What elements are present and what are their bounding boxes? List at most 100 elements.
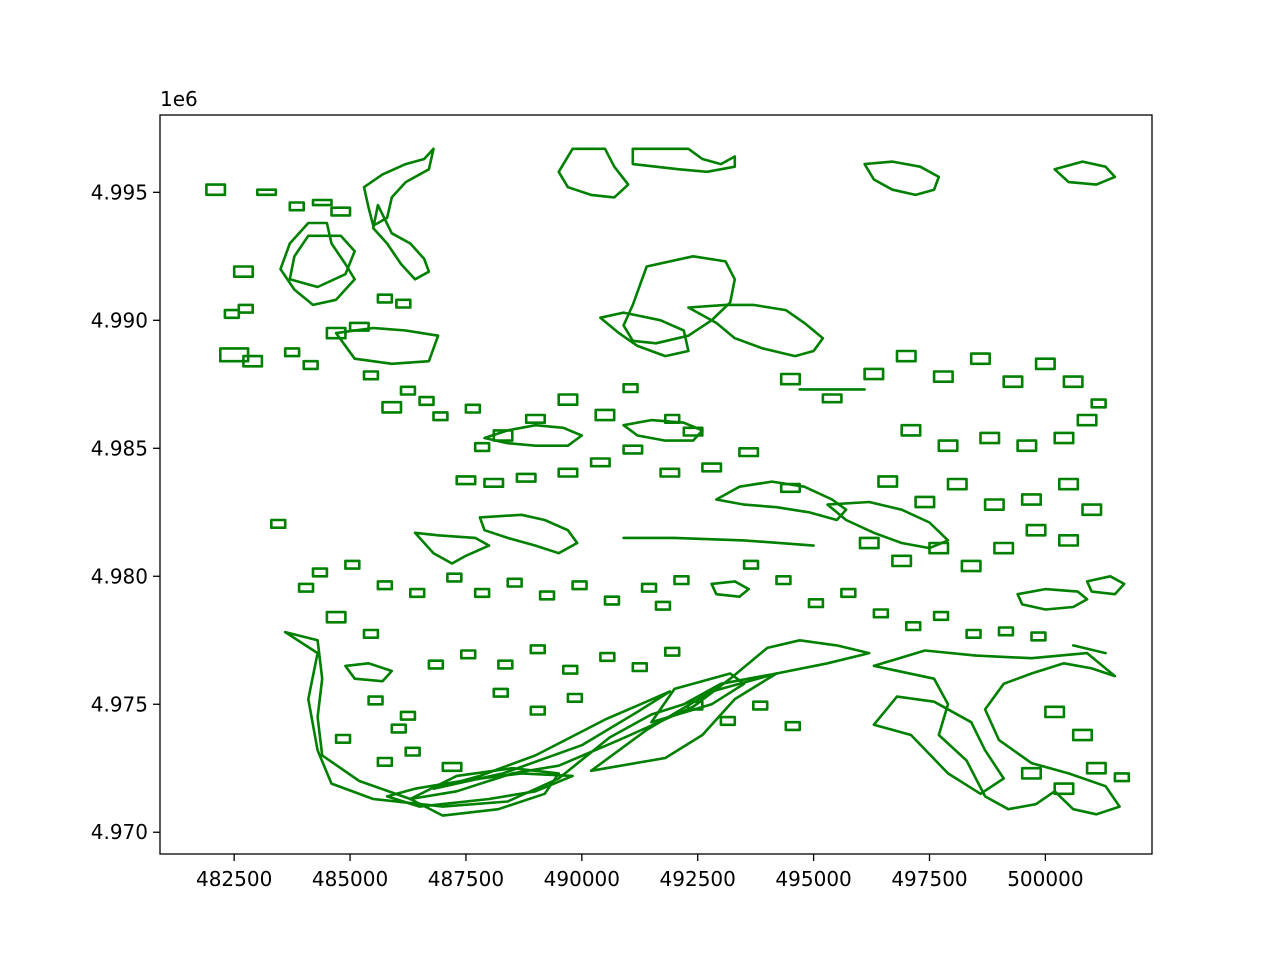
- parcel-polygon-0: [283, 630, 871, 808]
- parcel-rect-22: [492, 429, 514, 442]
- parcel-rect-71: [376, 580, 394, 591]
- parcel-rect-44: [932, 370, 954, 383]
- parcel-rect-12: [325, 326, 347, 340]
- parcel-rect-109: [1044, 705, 1066, 719]
- parcel-rect-121: [376, 756, 394, 767]
- parcel-rect-84: [807, 597, 825, 609]
- parcel-rect-58: [946, 477, 968, 491]
- x-tick-label: 482500: [196, 867, 272, 891]
- parcel-polygon-20: [714, 480, 848, 522]
- parcel-rect-92: [427, 659, 445, 670]
- x-tick-label: 495000: [775, 867, 851, 891]
- parcel-polygon-29: [344, 661, 394, 683]
- parcel-rect-28: [663, 413, 681, 424]
- parcel-rect-93: [459, 649, 477, 660]
- parcel-rect-123: [334, 733, 352, 744]
- parcel-rect-39: [779, 482, 802, 494]
- parcel-rect-94: [497, 659, 514, 670]
- parcel-rect-52: [979, 431, 1001, 445]
- parcel-rect-54: [1053, 431, 1075, 445]
- y-tick-label: 4.975: [91, 692, 148, 716]
- parcel-rect-46: [1002, 375, 1024, 389]
- parcel-rect-60: [1020, 493, 1043, 506]
- parcel-polygon-16: [599, 311, 690, 358]
- parcel-rect-3: [311, 198, 333, 207]
- parcel-rect-64: [1025, 523, 1047, 537]
- parcel-rect-9: [242, 354, 264, 368]
- parcel-rect-15: [395, 298, 412, 309]
- parcel-rect-97: [599, 651, 616, 663]
- parcel-rect-117: [311, 567, 329, 578]
- parcel-rect-25: [557, 393, 579, 406]
- parcel-rect-29: [682, 426, 704, 437]
- parcel-rect-4: [330, 206, 352, 217]
- parcel-rect-45: [969, 352, 992, 366]
- parcel-rect-76: [538, 590, 556, 601]
- parcel-rect-118: [297, 582, 315, 593]
- parcel-rect-100: [367, 695, 384, 706]
- parcel-rect-104: [566, 692, 584, 703]
- parcel-rect-99: [663, 646, 681, 657]
- parcel-rect-122: [441, 761, 463, 773]
- parcel-polygon-2: [408, 766, 561, 817]
- parcel-rect-91: [1030, 631, 1047, 642]
- parcel-rect-116: [325, 610, 347, 624]
- parcel-rect-38: [738, 446, 760, 458]
- x-tick-label: 490000: [544, 867, 620, 891]
- parcel-rect-112: [1053, 782, 1075, 796]
- parcel-rect-67: [928, 541, 950, 555]
- parcel-rect-14: [376, 293, 394, 304]
- parcel-rect-78: [603, 595, 621, 606]
- parcel-polygon-11: [334, 326, 440, 366]
- plot-area: [205, 147, 1131, 817]
- parcel-rect-63: [993, 541, 1015, 555]
- y-axis: 4.970 4.975 4.980 4.985 4.990 4.995: [91, 180, 160, 844]
- parcel-rect-77: [571, 580, 588, 591]
- parcel-rect-50: [900, 423, 922, 437]
- parcel-rect-56: [877, 475, 899, 488]
- x-tick-label: 492500: [660, 867, 736, 891]
- parcel-rect-119: [362, 628, 380, 639]
- parcel-polygon-3: [432, 690, 672, 791]
- parcel-rect-106: [719, 715, 737, 727]
- parcel-rect-103: [529, 705, 546, 716]
- y-tick-label: 4.970: [91, 820, 148, 844]
- parcel-rect-85: [840, 587, 857, 599]
- parcel-polygon-10: [371, 203, 431, 281]
- parcel-polygon-12: [557, 147, 630, 199]
- axes-frame: [159, 114, 1153, 855]
- parcel-rect-102: [492, 687, 509, 698]
- x-tick-label: 500000: [1007, 867, 1083, 891]
- parcel-rect-86: [872, 608, 890, 619]
- parcel-rect-73: [446, 572, 463, 583]
- parcel-rect-65: [858, 536, 880, 550]
- parcel-rect-17: [399, 385, 417, 396]
- parcel-rect-124: [390, 723, 407, 734]
- parcel-polygon-15: [687, 303, 825, 358]
- parcel-polygon-7: [872, 695, 1006, 796]
- parcel-polygon-19: [478, 513, 579, 555]
- parcel-rect-2: [288, 201, 305, 212]
- parcel-rect-21: [464, 403, 482, 414]
- parcel-rect-30: [455, 475, 477, 486]
- parcel-rect-61: [1058, 477, 1080, 491]
- parcel-rect-18: [418, 395, 435, 407]
- parcel-rect-82: [742, 559, 760, 570]
- parcel-rect-89: [965, 628, 982, 639]
- parcel-rect-51: [937, 439, 959, 453]
- parcel-line-0: [622, 536, 815, 547]
- parcel-polygon-17: [288, 234, 357, 289]
- parcel-rect-72: [408, 587, 426, 599]
- parcel-rect-62: [1081, 503, 1103, 517]
- parcel-polygon-18: [413, 531, 491, 565]
- parcel-polygon-1: [385, 772, 574, 808]
- parcel-rect-57: [914, 495, 936, 509]
- parcel-rect-11: [302, 359, 319, 371]
- parcel-rect-27: [622, 382, 639, 394]
- parcel-rect-32: [515, 472, 537, 483]
- parcel-rect-10: [283, 347, 301, 358]
- parcel-polygon-23: [1085, 574, 1126, 596]
- parcel-rect-98: [631, 661, 648, 673]
